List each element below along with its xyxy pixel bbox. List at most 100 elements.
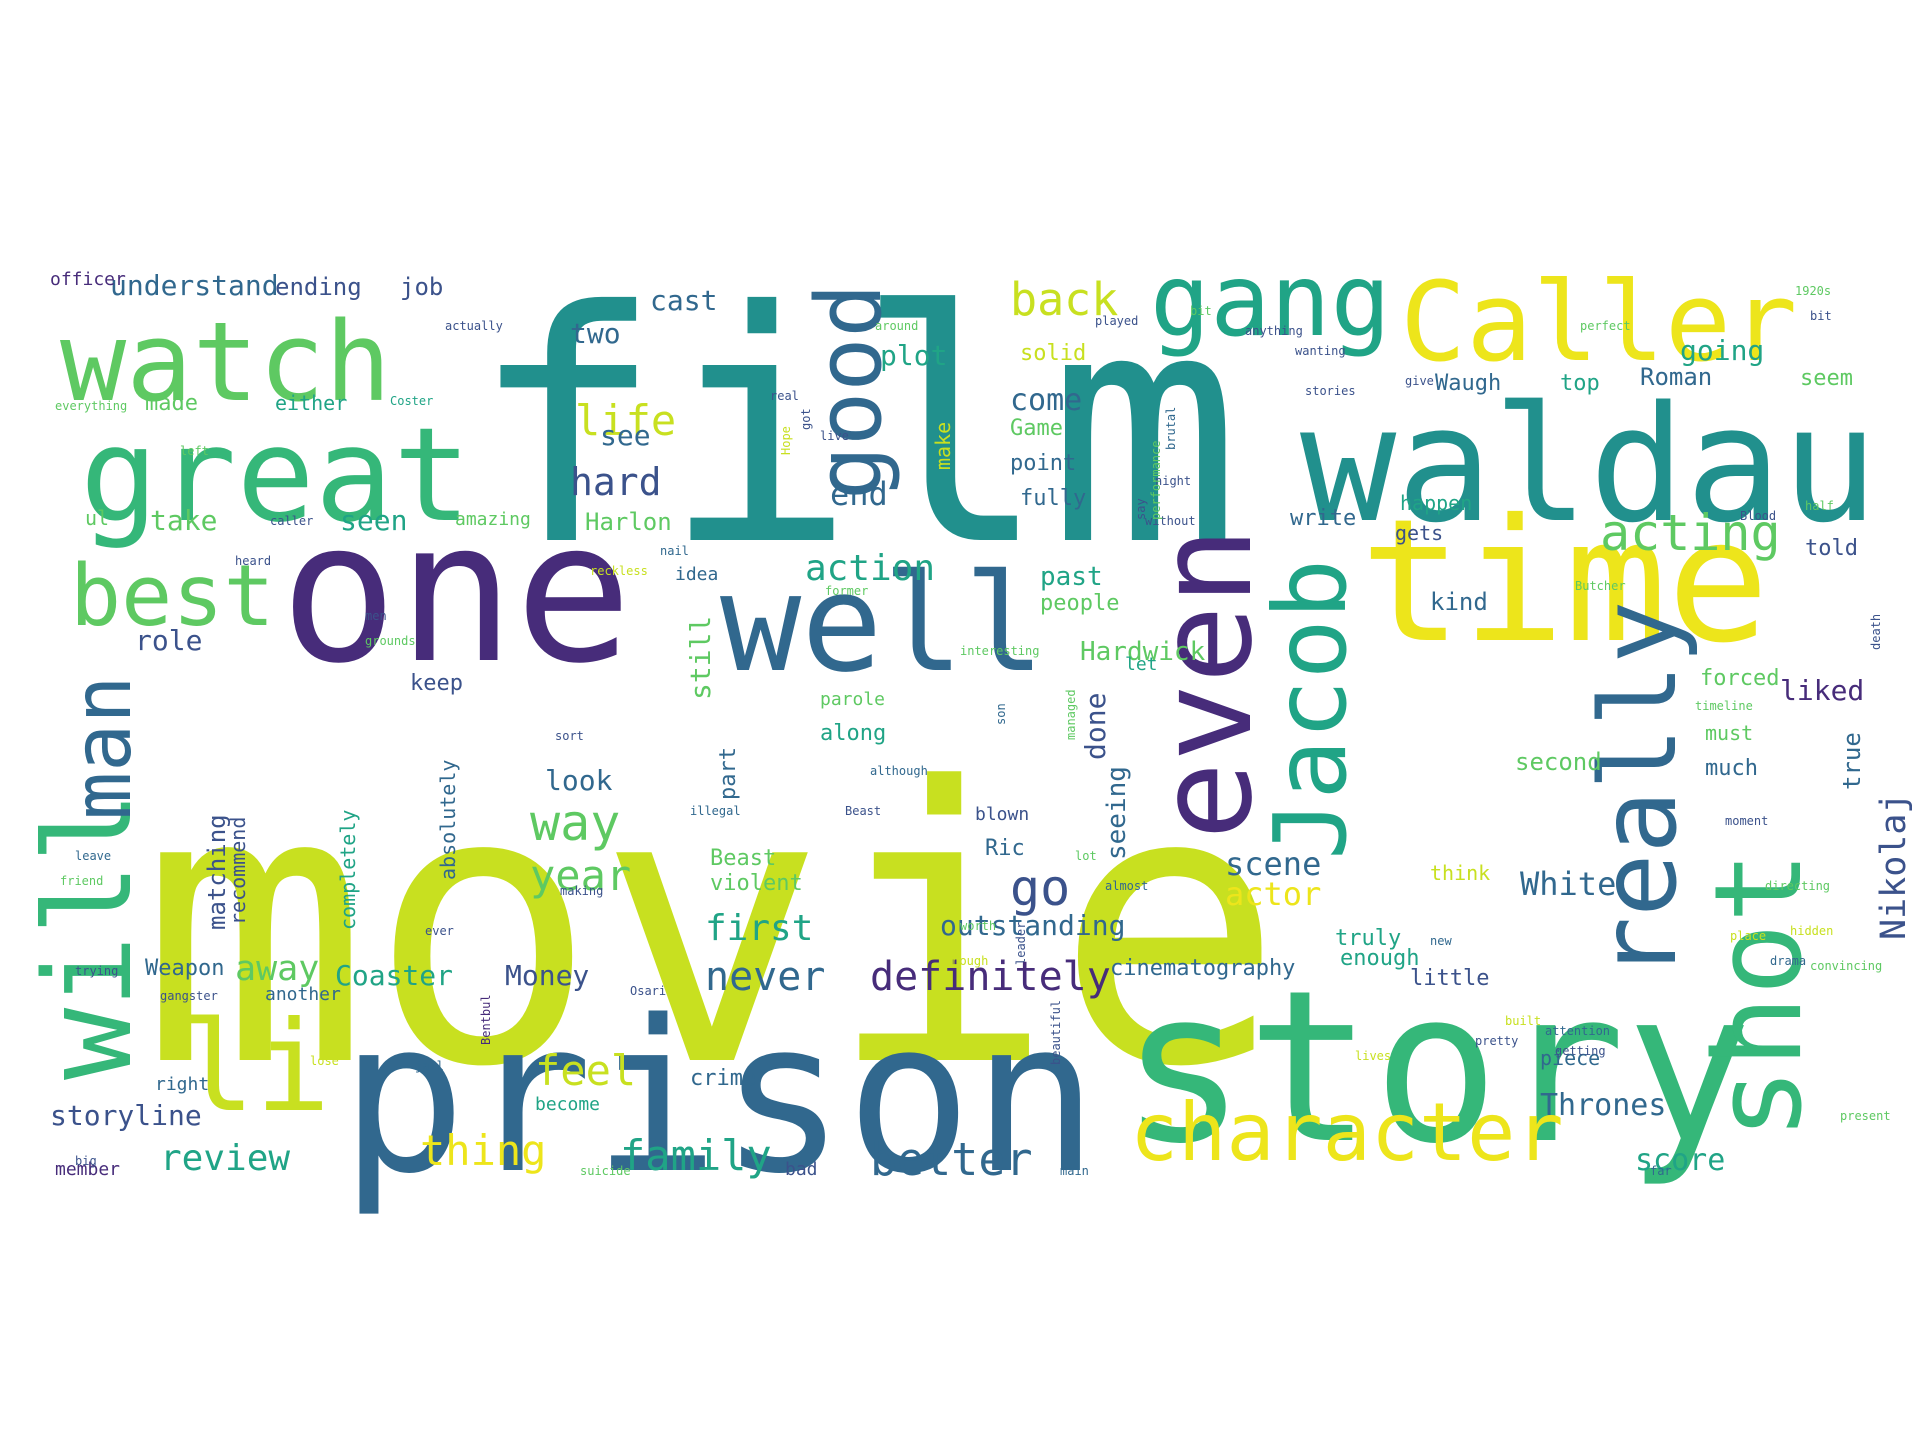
word-live: live [820, 429, 849, 443]
word-son: son [994, 703, 1008, 725]
word-caller: caller [270, 514, 313, 528]
word-actually: actually [445, 319, 503, 333]
word-former: former [825, 584, 868, 598]
word-watch: watch [60, 298, 391, 426]
word-away: away [235, 949, 319, 989]
word-blood: Blood [1740, 509, 1776, 523]
word-right: right [155, 1074, 209, 1095]
word-lot: lot [1075, 849, 1097, 863]
word-two: two [570, 317, 621, 350]
word-nikolaj: Nikolaj [1874, 792, 1914, 940]
word-bad: bad [785, 1159, 818, 1180]
word-actor: actor [1225, 875, 1321, 913]
word-great: great [80, 399, 471, 551]
word-end: end [830, 475, 888, 513]
word-hard: hard [570, 460, 662, 504]
word-without: without [1145, 514, 1196, 528]
word-managed: managed [1064, 689, 1078, 740]
word-will: will [20, 791, 159, 1080]
word-built: built [1505, 1014, 1541, 1028]
word-best: best [70, 547, 275, 646]
word-worth: worth [960, 919, 996, 933]
word-cinematography: cinematography [1110, 956, 1295, 981]
word-past: past [1040, 562, 1103, 592]
word-told: told [1805, 536, 1858, 561]
word-performance: performance [1149, 441, 1163, 520]
word-amazing: amazing [455, 509, 531, 530]
word-never: never [705, 954, 825, 1000]
word-gets: gets [1395, 521, 1443, 545]
word-either: either [275, 391, 347, 415]
word-outstanding: outstanding [940, 909, 1125, 942]
word-convincing: convincing [1810, 959, 1882, 973]
word-solid: solid [1020, 341, 1086, 366]
word-violent: violent [710, 871, 803, 896]
word-present: present [1840, 1109, 1891, 1123]
word-going: going [1680, 334, 1764, 367]
word-roman: Roman [1640, 363, 1712, 391]
word-truly: truly [1335, 926, 1401, 951]
word-way: way [530, 794, 620, 852]
word-piece: piece [1540, 1046, 1600, 1070]
word-review: review [160, 1138, 290, 1179]
word-understand: understand [110, 269, 279, 302]
word-far: far [1650, 1164, 1672, 1178]
word-almost: almost [1105, 879, 1148, 893]
word-moment: moment [1725, 814, 1768, 828]
word-kind: kind [1430, 588, 1488, 616]
word-suicide: suicide [580, 1164, 631, 1178]
word-story: story [1120, 945, 1752, 1190]
word-getting: getting [1555, 1044, 1606, 1058]
word-night: night [1155, 474, 1191, 488]
word-hardwick: Hardwick [1080, 637, 1206, 667]
word-member: member [55, 1159, 120, 1180]
word-ul: ul [85, 506, 109, 530]
word-money: Money [505, 959, 589, 992]
word-made: made [145, 391, 198, 416]
word-seeing: seeing [1102, 766, 1132, 860]
word-timeline: timeline [1695, 699, 1753, 713]
word-let: let [1125, 654, 1158, 675]
word-gang: gang [1150, 242, 1391, 359]
word-idea: idea [675, 564, 718, 585]
word-matching: matching [203, 814, 231, 930]
word-game: Game [1010, 416, 1063, 441]
word-anything: anything [1245, 324, 1303, 338]
word-1920s: 1920s [1795, 284, 1831, 298]
word-family: family [620, 1131, 772, 1180]
word-caller: Caller [1400, 258, 1797, 386]
word-bit: bit [1190, 304, 1212, 318]
word-leader: leader [1014, 922, 1028, 965]
word-fully: fully [1020, 486, 1086, 511]
word-ever: ever [425, 924, 454, 938]
word-film: film [470, 244, 1241, 616]
word-ric: Ric [985, 836, 1025, 861]
word-men: men [365, 609, 387, 623]
word-li: li [180, 995, 331, 1140]
word-enough: enough [945, 954, 988, 968]
word-coster: Coster [390, 394, 433, 408]
word-beast: Beast [845, 804, 881, 818]
word-give: give [1405, 374, 1434, 388]
word-really: really [1578, 601, 1700, 980]
word-attention: attention [1545, 1024, 1610, 1038]
word-left: left [180, 444, 209, 458]
word-illegal: illegal [690, 804, 741, 818]
word-happen: happen [1400, 491, 1472, 515]
word-got: got [799, 408, 813, 430]
word-perfect: perfect [1580, 319, 1631, 333]
word-heard: heard [235, 554, 271, 568]
word-seen: seen [340, 504, 407, 537]
word-second: second [1515, 748, 1602, 776]
word-man: man [56, 676, 149, 821]
word-pretty: pretty [1475, 1034, 1518, 1048]
word-drama: drama [1770, 954, 1806, 968]
word-write: write [1290, 506, 1356, 531]
word-acting: acting [1600, 504, 1781, 562]
word-come: come [1010, 383, 1082, 418]
word-grounds: grounds [365, 634, 416, 648]
word-main: main [1060, 1164, 1089, 1178]
word-making: making [560, 884, 603, 898]
word-cast: cast [650, 284, 717, 317]
